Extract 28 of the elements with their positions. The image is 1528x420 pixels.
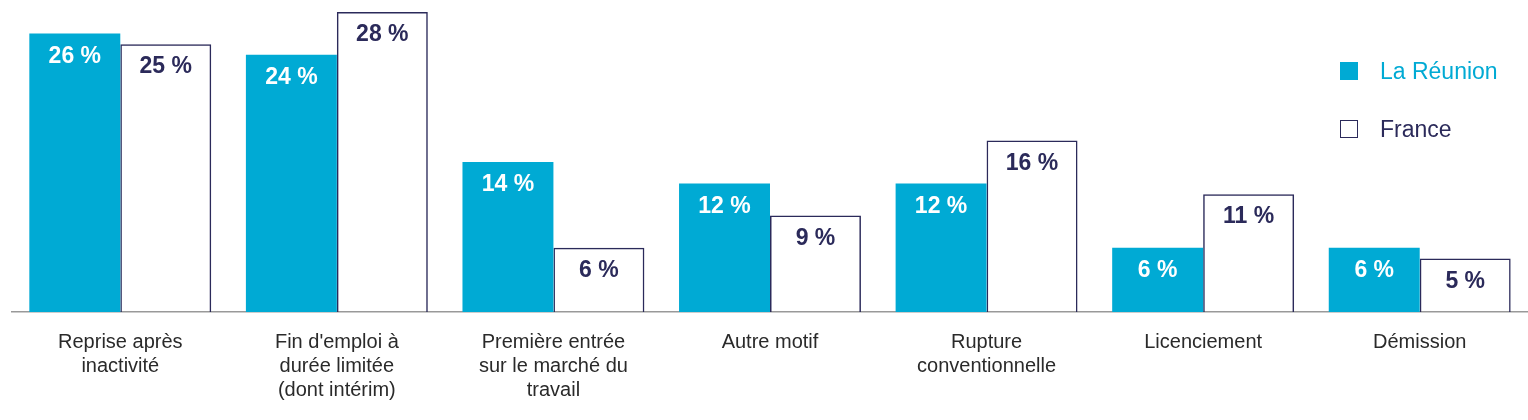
- x-tick-label: Fin d'emploi à durée limitée (dont intérim): [274, 329, 400, 400]
- data-label: 6 %: [1354, 256, 1395, 283]
- legend-label: La Réunion: [1380, 57, 1498, 85]
- x-tick-label: Licenciement: [1144, 329, 1263, 352]
- data-label: 28 %: [356, 20, 409, 47]
- data-label: 9 %: [795, 223, 836, 250]
- data-label: 25 %: [139, 52, 192, 79]
- data-label: 24 %: [265, 63, 318, 90]
- bar: [1328, 247, 1420, 312]
- data-label: 12 %: [914, 191, 968, 218]
- legend-label: France: [1380, 115, 1452, 143]
- bar: [1112, 247, 1204, 312]
- data-label: 14 %: [481, 170, 535, 197]
- x-tick-label: Première entrée sur le marché du travail: [478, 329, 628, 400]
- bar: [462, 162, 554, 312]
- data-label: 26 %: [48, 41, 102, 68]
- x-tick-label: Démission: [1373, 329, 1467, 352]
- x-tick-label: Autre motif: [721, 329, 819, 352]
- data-label: 12 %: [698, 191, 751, 218]
- data-label: 6 %: [1137, 256, 1178, 283]
- bar: [29, 33, 121, 312]
- x-tick-label: Reprise après inactivité: [58, 329, 183, 376]
- x-tick-label: Rupture conventionnelle: [917, 329, 1057, 376]
- data-label: 11 %: [1223, 202, 1275, 229]
- data-label: 16 %: [1005, 148, 1059, 175]
- bar: [895, 183, 987, 312]
- bar: [245, 54, 337, 312]
- bar: [679, 183, 770, 312]
